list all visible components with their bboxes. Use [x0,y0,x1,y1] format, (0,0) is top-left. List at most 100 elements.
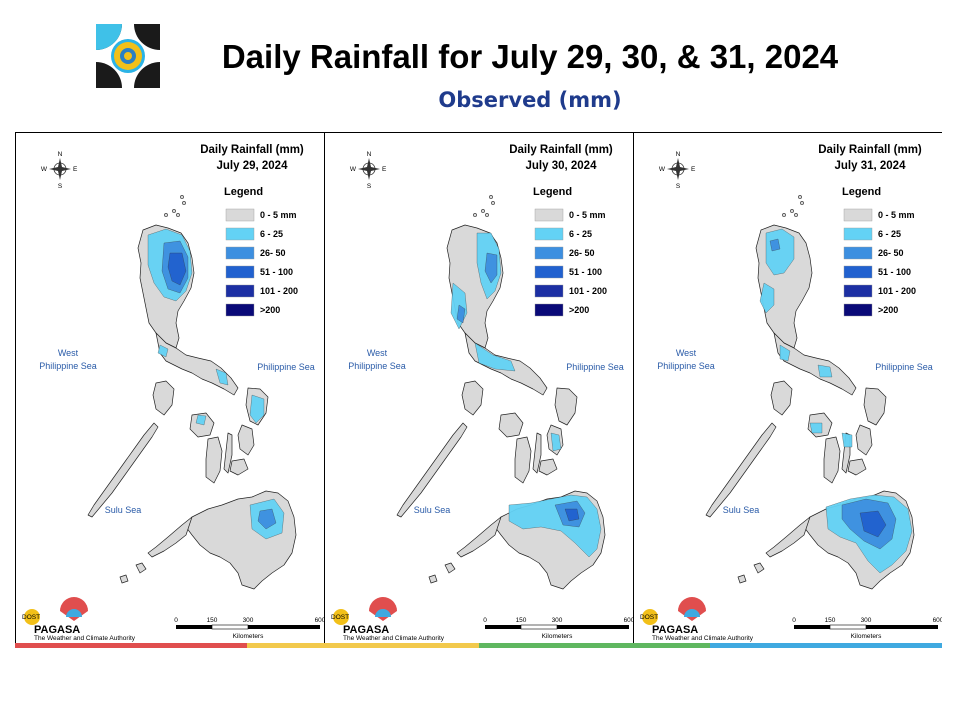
rainfall-area [564,508,580,522]
legend-swatch [225,227,255,241]
west-philippine-sea-label: Philippine Sea [348,361,406,371]
islet [798,195,802,199]
pagasa-dost-label: DOST [331,614,349,621]
rainfall-area [841,432,853,448]
island-zambo [147,516,193,558]
west-label: West [58,348,79,358]
islet [485,213,489,217]
rainfall-area [474,342,516,372]
scale-tick: 0 [483,617,487,624]
legend-swatch [843,284,873,298]
pagasa-tagline: The Weather and Climate Authority [652,635,754,642]
scale-tick: 300 [552,617,563,624]
scale-bar: 0 150 300 600 Kilometers [483,617,633,640]
legend-title: Legend [533,186,572,198]
legend: Legend 0 - 5 mm 6 - 25 26- 50 51 - 100 101 - … [224,186,298,317]
legend-swatch [843,265,873,279]
compass-rose-icon: N S E W [659,151,696,190]
island-luzonSouth [773,332,857,396]
island-sulu [428,562,456,584]
rainfall-area [779,344,791,362]
island-mindoro [152,380,175,416]
legend-swatch [534,227,564,241]
scale-tick: 150 [207,617,218,624]
pagasa-tagline: The Weather and Climate Authority [343,635,445,642]
rainfall-area [817,364,833,378]
legend-label: 26- 50 [260,248,286,258]
pagasa-name: PAGASA [34,624,80,636]
island-zambo [456,516,502,558]
island-palawan [396,422,468,518]
legend-title: Legend [842,186,881,198]
legend-swatch [534,246,564,260]
island-bohol [538,458,558,476]
legend-label: 6 - 25 [878,229,901,239]
rainfall-overlays [759,228,913,574]
map-panel-1: N S E W Daily Rainfall (mm) July 29, 2024 Lege… [16,133,324,646]
island-zambo [765,516,811,558]
rainfall-area [859,510,887,538]
legend-title: Legend [224,186,263,198]
rainfall-area [456,304,466,324]
island-luzonSouth [155,332,239,396]
legend: Legend 0 - 5 mm 6 - 25 26- 50 51 - 100 101 - … [842,186,916,317]
scale-tick: 300 [243,617,254,624]
panel-date: July 30, 2024 [526,160,598,172]
islet [794,213,798,217]
west-label: West [367,348,388,358]
island-samar [863,387,887,426]
islet [491,201,495,205]
islet [180,195,184,199]
page-title: Daily Rainfall for July 29, 30, & 31, 20… [221,38,839,75]
legend-swatch [225,265,255,279]
island-mindoro [770,380,793,416]
compass-rose-icon: N S E W [350,151,387,190]
pagasa-name: PAGASA [652,624,698,636]
scale-tick: 0 [792,617,796,624]
rainfall-area [167,252,187,286]
pagasa-dost-label: DOST [640,614,658,621]
panel-date: July 29, 2024 [217,160,289,172]
compass-n: N [58,151,63,158]
pagasa-dost-label: DOST [22,614,40,621]
legend-label: 101 - 200 [878,286,916,296]
scale-bar: 0 150 300 600 Kilometers [792,617,942,640]
scale-bar: 0 150 300 600 Kilometers [174,617,324,640]
rainfall-area [249,394,265,424]
compass-rose-icon: N S E W [41,151,78,190]
panel-title: Daily Rainfall (mm) [200,144,304,156]
legend-swatch [225,284,255,298]
island-panay [189,412,215,438]
philippine-sea-label: Philippine Sea [257,362,315,372]
island-negros [823,436,841,484]
legend-label: 51 - 100 [260,267,293,277]
scale-tick: 150 [516,617,527,624]
islet [489,195,493,199]
scale-tick: 150 [825,617,836,624]
dost-logo [96,24,160,88]
legend-label: >200 [260,305,280,315]
islet [782,213,786,217]
island-mindanao [185,490,297,590]
rainfall-area [550,432,562,452]
legend-swatch [225,246,255,260]
philippine-sea-label: Philippine Sea [875,362,933,372]
scale-tick: 0 [174,617,178,624]
legend-swatch [534,284,564,298]
map-panel-2: N S E W Daily Rainfall (mm) July 30, 2024 Lege… [325,133,633,646]
panel-title: Daily Rainfall (mm) [818,144,922,156]
legend: Legend 0 - 5 mm 6 - 25 26- 50 51 - 100 101 - … [533,186,607,317]
sulu-sea-label: Sulu Sea [723,505,760,515]
rainfall-map-svg: N S E W Daily Rainfall (mm) July 30, 2024 Lege… [331,144,633,642]
rainfall-map-svg: N S E W Daily Rainfall (mm) July 31, 2024 Lege… [640,144,942,642]
pagasa-tagline: The Weather and Climate Authority [34,635,136,642]
rainfall-area [484,252,498,284]
legend-swatch [225,303,255,317]
scale-unit: Kilometers [542,633,573,640]
compass-e: E [691,166,696,173]
scale-tick: 600 [315,617,324,624]
island-mindoro [461,380,484,416]
island-cebu [532,432,542,474]
rainfall-overlays [147,228,285,540]
